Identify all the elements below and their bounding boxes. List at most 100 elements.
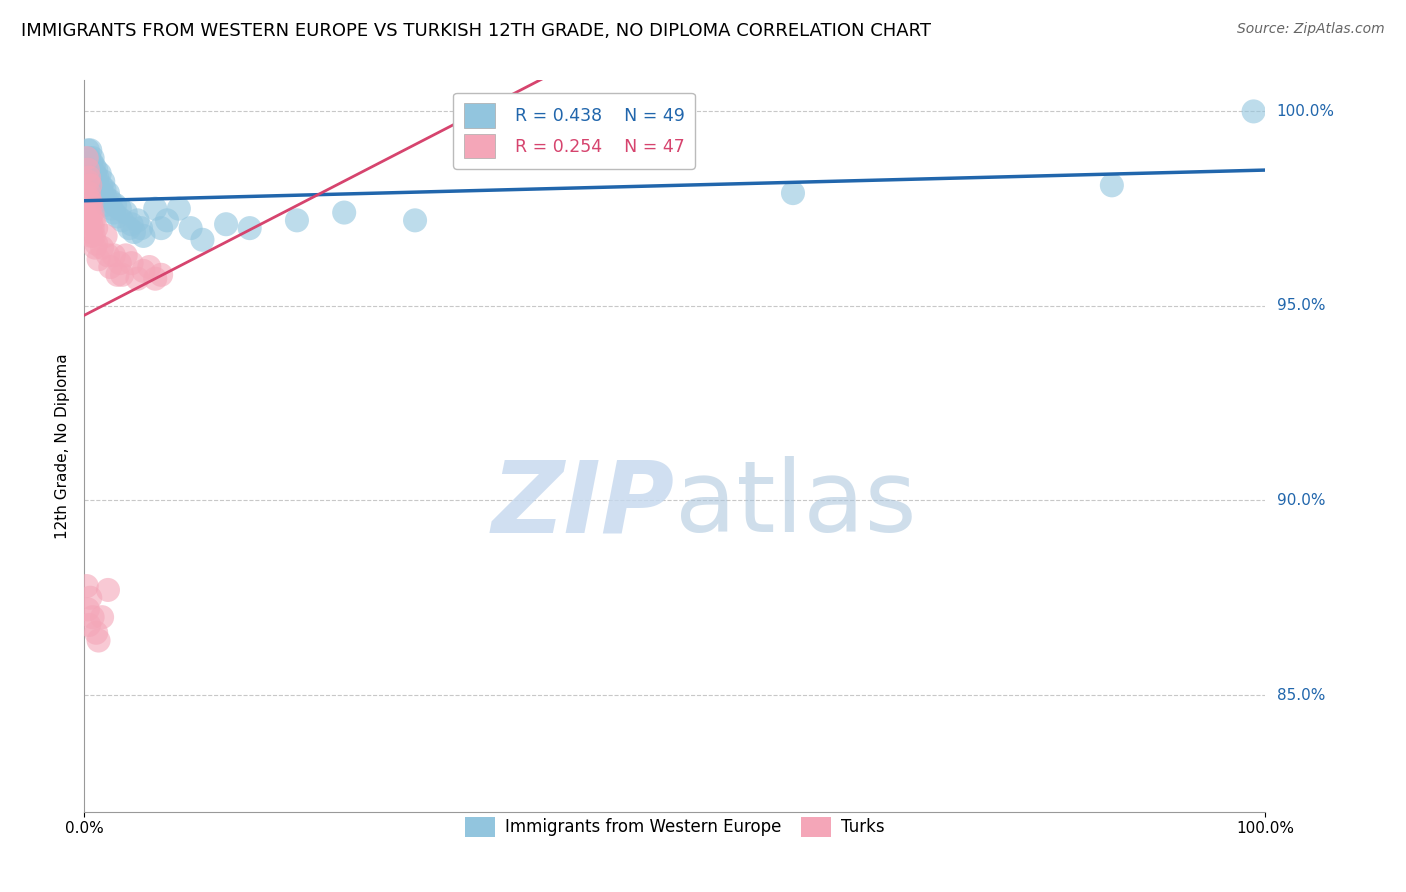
- Point: [90, 178, 112, 193]
- Point: [191, 233, 214, 247]
- Point: [91, 186, 114, 200]
- Point: [80, 228, 103, 243]
- Point: [104, 198, 127, 212]
- Point: [82, 174, 104, 188]
- Point: [103, 205, 125, 219]
- Point: [83, 213, 105, 227]
- Point: [215, 217, 238, 231]
- Point: [76, 151, 98, 165]
- Point: [127, 213, 149, 227]
- Y-axis label: 12th Grade, No Diploma: 12th Grade, No Diploma: [55, 353, 70, 539]
- Point: [150, 221, 173, 235]
- Point: [121, 217, 143, 231]
- Point: [94, 190, 117, 204]
- Point: [107, 268, 129, 282]
- Text: ZIP: ZIP: [492, 456, 675, 553]
- Text: 95.0%: 95.0%: [1277, 299, 1324, 313]
- Point: [87, 633, 110, 648]
- Point: [97, 582, 120, 597]
- Point: [167, 202, 190, 216]
- Text: IMMIGRANTS FROM WESTERN EUROPE VS TURKISH 12TH GRADE, NO DIPLOMA CORRELATION CHA: IMMIGRANTS FROM WESTERN EUROPE VS TURKIS…: [21, 22, 931, 40]
- Point: [285, 213, 308, 227]
- Point: [77, 186, 100, 200]
- Text: 100.0%: 100.0%: [1277, 103, 1334, 119]
- Point: [114, 248, 136, 262]
- Point: [82, 205, 104, 219]
- Point: [79, 591, 101, 605]
- Point: [79, 194, 101, 208]
- Point: [1101, 178, 1123, 193]
- Point: [79, 144, 101, 158]
- Point: [150, 268, 173, 282]
- Point: [84, 236, 107, 251]
- Point: [94, 228, 117, 243]
- Point: [84, 625, 107, 640]
- Point: [84, 241, 107, 255]
- Point: [77, 602, 100, 616]
- Point: [83, 159, 105, 173]
- Point: [404, 213, 426, 227]
- Point: [782, 186, 804, 200]
- Point: [121, 256, 143, 270]
- Point: [87, 252, 110, 267]
- Point: [1243, 104, 1265, 119]
- Point: [80, 213, 103, 227]
- Text: 90.0%: 90.0%: [1277, 493, 1324, 508]
- Point: [82, 221, 104, 235]
- Point: [129, 221, 152, 235]
- Point: [98, 194, 121, 208]
- Point: [87, 182, 110, 196]
- Point: [77, 162, 100, 177]
- Legend: Immigrants from Western Europe, Turks: Immigrants from Western Europe, Turks: [458, 810, 891, 844]
- Point: [239, 221, 262, 235]
- Point: [118, 221, 141, 235]
- Point: [76, 579, 98, 593]
- Point: [91, 174, 114, 188]
- Point: [97, 186, 120, 200]
- Point: [77, 170, 100, 185]
- Text: Source: ZipAtlas.com: Source: ZipAtlas.com: [1237, 22, 1385, 37]
- Point: [84, 167, 107, 181]
- Point: [156, 213, 179, 227]
- Point: [86, 170, 108, 185]
- Point: [77, 618, 100, 632]
- Point: [82, 610, 104, 624]
- Point: [143, 202, 166, 216]
- Point: [93, 182, 115, 196]
- Point: [82, 151, 104, 165]
- Point: [111, 213, 134, 227]
- Point: [127, 271, 149, 285]
- Point: [79, 225, 101, 239]
- Point: [103, 248, 125, 262]
- Point: [333, 205, 356, 219]
- Point: [91, 241, 114, 255]
- Point: [138, 260, 160, 274]
- Point: [80, 198, 103, 212]
- Point: [143, 271, 166, 285]
- Point: [97, 248, 120, 262]
- Point: [77, 190, 100, 204]
- Point: [84, 221, 107, 235]
- Text: 85.0%: 85.0%: [1277, 688, 1324, 703]
- Point: [111, 268, 134, 282]
- Point: [91, 610, 114, 624]
- Point: [79, 162, 101, 177]
- Point: [77, 151, 100, 165]
- Point: [132, 264, 155, 278]
- Point: [89, 167, 111, 181]
- Point: [98, 260, 121, 274]
- Point: [114, 205, 136, 219]
- Point: [96, 198, 118, 212]
- Point: [79, 178, 101, 193]
- Point: [77, 144, 100, 158]
- Point: [122, 225, 145, 239]
- Text: atlas: atlas: [675, 456, 917, 553]
- Point: [77, 213, 100, 227]
- Point: [80, 155, 103, 169]
- Point: [108, 256, 131, 270]
- Point: [79, 210, 101, 224]
- Point: [77, 202, 100, 216]
- Point: [107, 210, 129, 224]
- Point: [100, 202, 122, 216]
- Point: [84, 162, 107, 177]
